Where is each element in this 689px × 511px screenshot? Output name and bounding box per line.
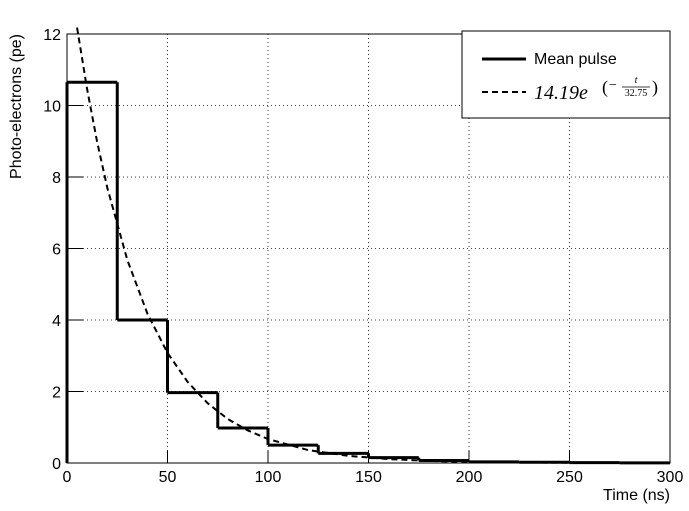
legend-box — [461, 30, 671, 119]
y-axis-label: Photo-electrons (pe) — [8, 34, 25, 179]
legend-exp: 32.75 — [625, 88, 648, 99]
x-tick-label: 50 — [159, 469, 177, 486]
legend-exp: ( — [602, 77, 608, 98]
legend-label: 14.19e — [534, 82, 588, 104]
y-tick-label: 0 — [52, 456, 61, 473]
y-tick-label: 8 — [52, 170, 61, 187]
x-tick-label: 300 — [657, 469, 684, 486]
x-axis-label: Time (ns) — [603, 487, 670, 504]
y-tick-label: 2 — [52, 385, 61, 402]
legend-label: Mean pulse — [534, 51, 617, 68]
y-tick-label: 12 — [43, 27, 61, 44]
legend-exp: ) — [652, 77, 658, 98]
y-tick-label: 6 — [52, 242, 61, 259]
fit-curve — [76, 27, 671, 464]
y-tick-label: 4 — [52, 313, 61, 330]
x-tick-label: 150 — [355, 469, 382, 486]
x-tick-label: 100 — [255, 469, 282, 486]
legend-exp: − — [609, 78, 617, 93]
legend-exp: t — [635, 75, 638, 86]
x-tick-label: 250 — [556, 469, 583, 486]
x-tick-label: 200 — [456, 469, 483, 486]
x-tick-label: 0 — [63, 469, 72, 486]
y-tick-label: 10 — [43, 99, 61, 116]
